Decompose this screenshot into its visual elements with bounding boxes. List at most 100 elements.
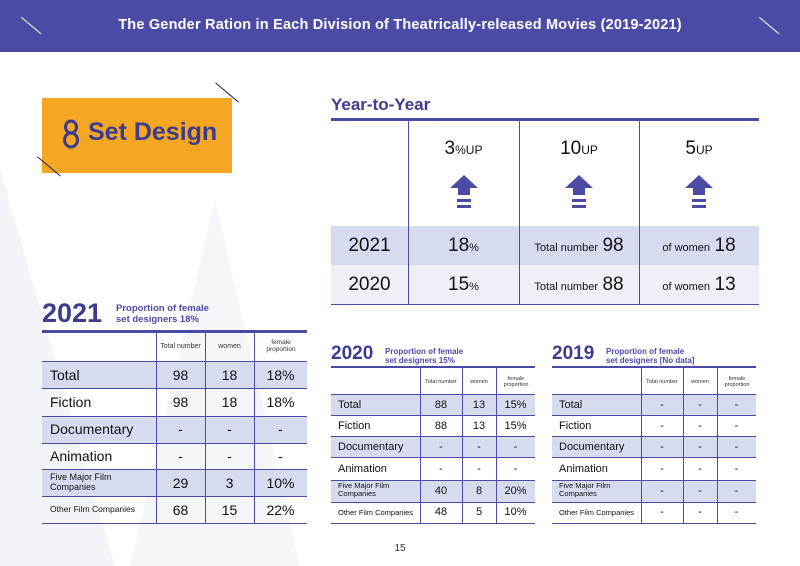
section-title: Set Design: [88, 118, 218, 146]
cell-women: 13: [472, 420, 486, 432]
cell-women: 18: [221, 394, 238, 410]
table-2021-subtitle: Proportion of female set designers 18%: [116, 303, 209, 325]
year-to-year-rule: [331, 118, 759, 121]
women-2020: of women 13: [662, 274, 736, 295]
cell-proportion: 22%: [266, 502, 295, 518]
cell-women: -: [227, 421, 232, 437]
cell-total: 48: [434, 506, 448, 518]
row-label: Animation: [50, 448, 113, 464]
cell-proportion: 15%: [504, 420, 527, 432]
row-label: Fiction: [338, 420, 371, 432]
table-2019-rule: [552, 366, 756, 368]
up-arrow-icon: [685, 175, 713, 208]
yty-divider: [519, 121, 520, 305]
cell-total: -: [660, 399, 664, 411]
up-arrow-icon: [565, 175, 593, 208]
column-header-women: women: [691, 379, 709, 385]
cell-women: -: [698, 420, 702, 432]
cell-proportion: -: [513, 463, 518, 475]
cell-proportion: -: [734, 441, 739, 453]
cell-women: 5: [475, 506, 483, 518]
row-label: Other Film Companies: [50, 504, 136, 514]
cell-women: -: [698, 506, 702, 518]
table-2019-subtitle: Proportion of female set designers [No d…: [606, 347, 695, 366]
row-label: Fiction: [50, 394, 92, 410]
table-2021-rule: [42, 330, 307, 333]
total-2020: Total number 88: [534, 274, 624, 295]
row-label: Five Major Film Companies: [559, 481, 611, 499]
cell-women: -: [477, 463, 481, 475]
row-label: Animation: [559, 463, 608, 475]
row-label: Documentary: [559, 441, 625, 453]
cell-women: 3: [225, 475, 234, 491]
cell-total: -: [178, 421, 183, 437]
cell-total: -: [178, 448, 183, 464]
cell-total: -: [660, 463, 664, 475]
row-label: Other Film Companies: [338, 508, 414, 517]
change-proportion: 3%UP: [408, 138, 519, 160]
year-row-band-2020: [331, 265, 759, 304]
cell-women: 15: [221, 502, 238, 518]
cell-women: -: [698, 485, 702, 497]
cell-total: 29: [172, 475, 189, 491]
cell-proportion: -: [734, 485, 739, 497]
cell-proportion: -: [513, 441, 518, 453]
cell-total: -: [660, 420, 664, 432]
cell-proportion: -: [734, 463, 739, 475]
table-2020-year: 2020: [331, 343, 374, 364]
cell-women: -: [698, 399, 702, 411]
cell-proportion: 18%: [266, 367, 295, 383]
column-header-total: Total number: [160, 343, 201, 350]
change-total: 10UP: [519, 138, 639, 160]
row-label: Total: [50, 367, 80, 383]
cell-total: -: [660, 441, 664, 453]
cell-total: 98: [172, 394, 189, 410]
cell-total: 88: [434, 420, 448, 432]
year-label-2021: 2021: [348, 235, 391, 256]
change-value: 10: [560, 138, 582, 159]
page-number: 15: [394, 543, 406, 554]
year-to-year-title: Year-to-Year: [331, 95, 431, 114]
yty-divider: [639, 121, 640, 305]
cell-proportion: -: [734, 399, 739, 411]
cell-total: 68: [172, 502, 189, 518]
proportion-2021: 18%: [448, 235, 479, 256]
change-unit: UP: [695, 143, 713, 157]
cell-total: -: [660, 506, 664, 518]
row-label: Total: [559, 399, 583, 411]
yty-bottom-rule: [331, 304, 759, 305]
section-number-icon: [63, 119, 79, 149]
proportion-2020: 15%: [448, 274, 479, 295]
change-value: 5: [685, 138, 696, 159]
table-2021-year: 2021: [42, 298, 103, 328]
header-bar: The Gender Ration in Each Division of Th…: [0, 0, 800, 52]
cell-proportion: -: [734, 420, 739, 432]
cell-women: 18: [221, 367, 238, 383]
change-value: 3: [444, 138, 456, 159]
column-header-proportion: female proportion: [503, 376, 529, 388]
badge-corner-bottom: [37, 156, 61, 177]
cell-women: 8: [475, 485, 483, 497]
cell-total: 40: [434, 485, 448, 497]
cell-proportion: -: [734, 506, 739, 518]
total-2021: Total number 98: [534, 235, 624, 256]
row-label: Animation: [338, 463, 387, 475]
cell-total: -: [660, 485, 664, 497]
row-label: Total: [338, 399, 362, 411]
cell-proportion: -: [278, 421, 283, 437]
cell-women: 13: [472, 399, 486, 411]
table-2020-rule: [331, 366, 535, 368]
cell-women: -: [698, 463, 702, 475]
table-2020-subtitle: Proportion of female set designers 15%: [385, 347, 464, 366]
column-header-proportion: female proportion: [266, 339, 296, 353]
badge-corner-top: [215, 82, 239, 103]
column-header-women: women: [218, 343, 241, 350]
up-arrow-icon: [450, 175, 478, 208]
cell-proportion: 10%: [266, 475, 295, 491]
change-women: 5UP: [639, 138, 759, 160]
year-label-2020: 2020: [348, 274, 391, 295]
cell-proportion: 20%: [504, 485, 527, 497]
column-header-proportion: female proportion: [724, 376, 750, 388]
cell-total: 98: [172, 367, 189, 383]
year-row-band-2021: [331, 226, 759, 265]
